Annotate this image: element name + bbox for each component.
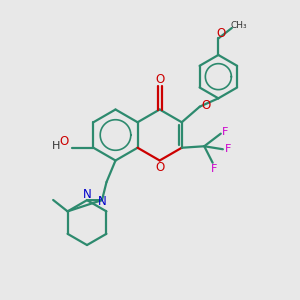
- Text: O: O: [155, 73, 164, 86]
- Text: F: F: [211, 164, 218, 174]
- Text: H: H: [52, 141, 60, 151]
- Text: CH₃: CH₃: [230, 21, 247, 30]
- Text: O: O: [202, 99, 211, 112]
- Text: O: O: [155, 160, 164, 174]
- Text: N: N: [98, 195, 106, 208]
- Text: F: F: [225, 144, 231, 154]
- Text: N: N: [82, 188, 91, 201]
- Text: O: O: [216, 27, 225, 40]
- Text: O: O: [59, 135, 69, 148]
- Text: F: F: [222, 127, 228, 137]
